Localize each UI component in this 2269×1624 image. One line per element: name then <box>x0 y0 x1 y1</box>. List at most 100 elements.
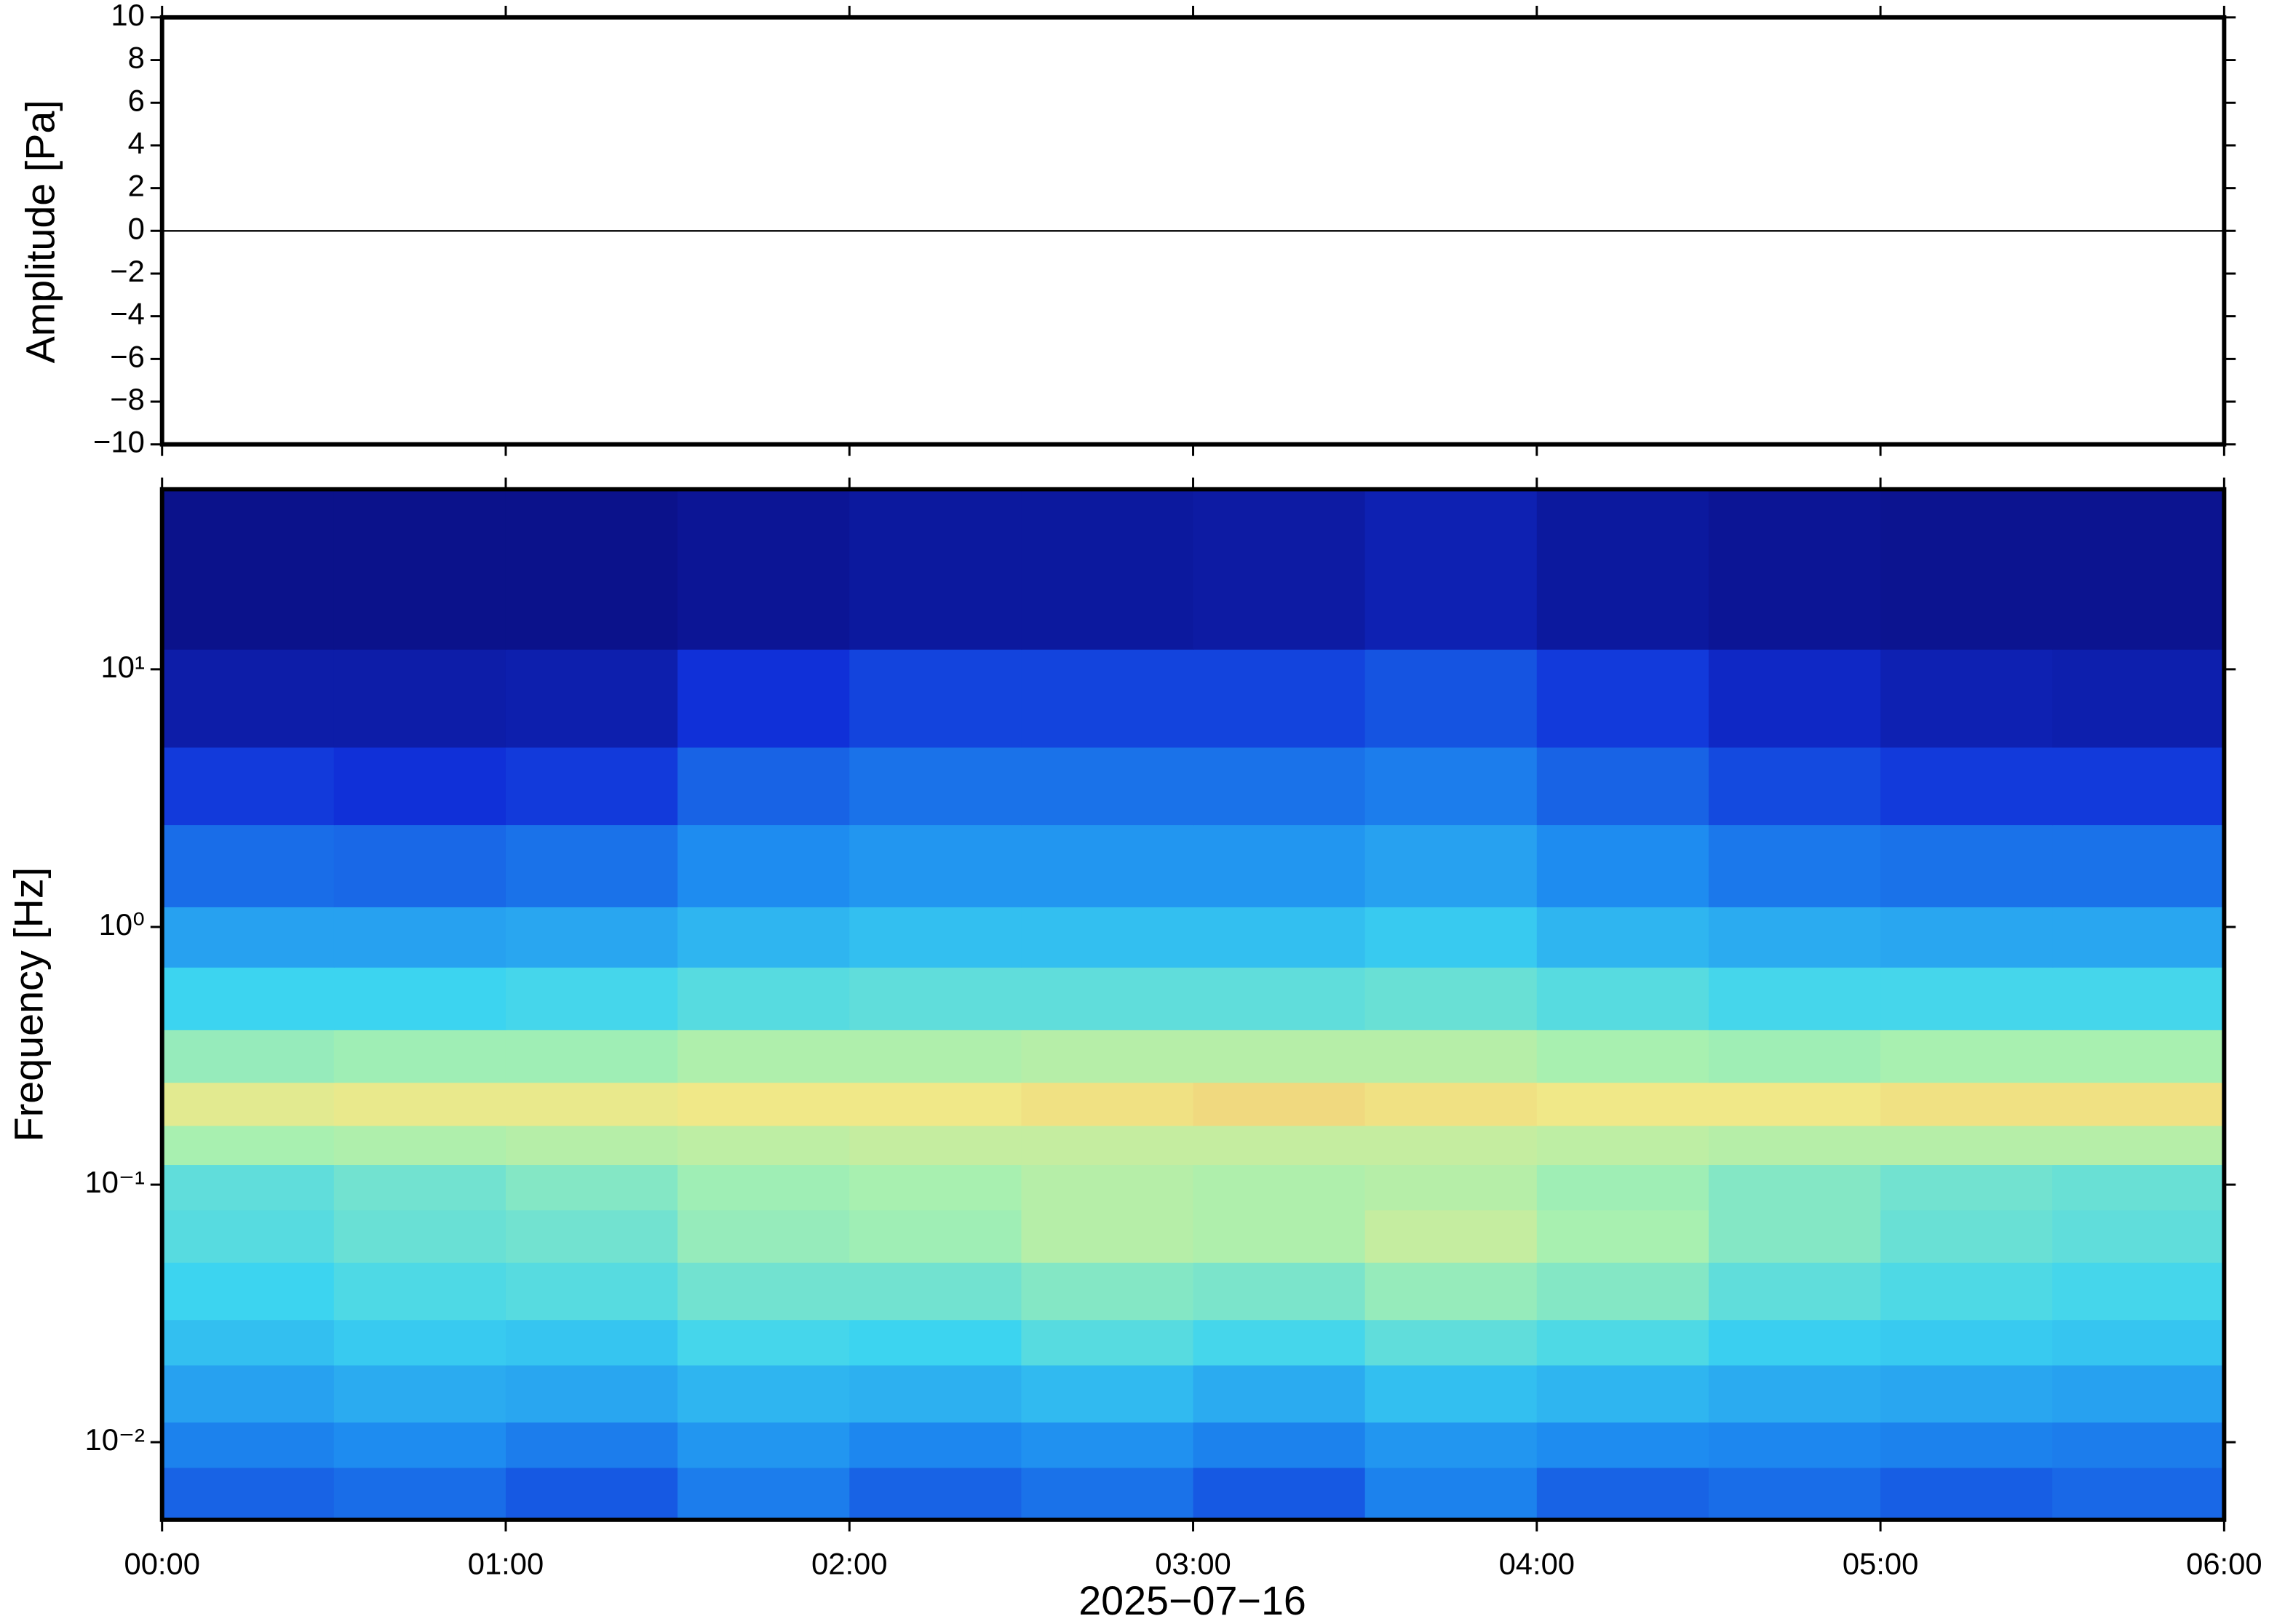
heatmap-cell <box>2052 1082 2225 1126</box>
heatmap-cell <box>1880 1319 2054 1366</box>
heatmap-cell <box>505 1029 679 1083</box>
heatmap-cell <box>677 648 851 748</box>
heatmap-cell <box>162 1082 335 1126</box>
heatmap-cell <box>1708 489 1882 650</box>
y-tick-label: 10⁻² <box>84 1422 144 1457</box>
heatmap-cell <box>1708 966 1882 1030</box>
heatmap-cell <box>505 824 679 907</box>
heatmap-cell <box>849 1422 1022 1468</box>
heatmap-cell <box>849 1029 1022 1083</box>
heatmap-cell <box>1536 1422 1709 1468</box>
heatmap-cell <box>677 1364 851 1423</box>
heatmap-cell <box>333 824 506 907</box>
heatmap-cell <box>1880 1364 2054 1423</box>
heatmap-cell <box>677 1467 851 1521</box>
heatmap-cell <box>1708 1082 1882 1126</box>
x-tick-label: 05:00 <box>1843 1546 1918 1580</box>
y-tick-label: 10⁻¹ <box>84 1165 144 1199</box>
heatmap-cell <box>333 1164 506 1211</box>
heatmap-cell <box>1021 966 1194 1030</box>
heatmap-cell <box>1193 1209 1366 1263</box>
heatmap-cell <box>1880 1209 2054 1263</box>
heatmap-cell <box>1880 824 2054 907</box>
heatmap-cell <box>1364 1125 1538 1166</box>
heatmap-cell <box>1021 1029 1194 1083</box>
heatmap-cell <box>1193 489 1366 650</box>
heatmap-cell <box>162 824 335 907</box>
heatmap-cell <box>677 1262 851 1321</box>
heatmap-cell <box>1708 1209 1882 1263</box>
heatmap-cell <box>333 1125 506 1166</box>
heatmap-cell <box>849 1467 1022 1521</box>
heatmap-cell <box>1364 1082 1538 1126</box>
heatmap-cell <box>505 1319 679 1366</box>
heatmap-cell <box>2052 966 2225 1030</box>
heatmap-cell <box>677 489 851 650</box>
heatmap-cell <box>1193 1467 1366 1521</box>
heatmap-cell <box>1193 1164 1366 1211</box>
heatmap-cell <box>1880 1164 2054 1211</box>
heatmap-cell <box>1880 1125 2054 1166</box>
heatmap-cell <box>1880 1422 2054 1468</box>
heatmap-cell <box>1708 1467 1882 1521</box>
heatmap-cell <box>1880 648 2054 748</box>
heatmap-cell <box>677 906 851 968</box>
heatmap-cell <box>162 1164 335 1211</box>
y-tick-label: 6 <box>128 83 145 117</box>
y-tick-label: 10¹ <box>101 650 145 684</box>
heatmap-cell <box>1880 1262 2054 1321</box>
heatmap-cell <box>1880 966 2054 1030</box>
heatmap-cell <box>162 1262 335 1321</box>
heatmap-cell <box>1880 1082 2054 1126</box>
heatmap-cell <box>333 1082 506 1126</box>
heatmap-cell <box>162 966 335 1030</box>
heatmap-cell <box>333 1364 506 1423</box>
heatmap-cell <box>333 489 506 650</box>
y-tick-label: −2 <box>110 254 145 288</box>
heatmap-cell <box>162 1364 335 1423</box>
heatmap-cell <box>677 747 851 826</box>
heatmap-cell <box>677 1209 851 1263</box>
y-tick-label: 10⁰ <box>99 907 145 942</box>
y-axis-label: Amplitude [Pa] <box>17 100 63 363</box>
heatmap-cell <box>849 824 1022 907</box>
heatmap-cell <box>849 1262 1022 1321</box>
heatmap-cell <box>1021 747 1194 826</box>
heatmap-cell <box>1536 824 1709 907</box>
heatmap-cell <box>1880 489 2054 650</box>
heatmap-cell <box>333 1029 506 1083</box>
heatmap-cell <box>162 906 335 968</box>
heatmap-cell <box>849 1364 1022 1423</box>
heatmap-cell <box>1364 1319 1538 1366</box>
heatmap-cell <box>1193 1319 1366 1366</box>
heatmap-cell <box>677 1319 851 1366</box>
heatmap-cell <box>1021 1422 1194 1468</box>
heatmap-cell <box>333 1422 506 1468</box>
heatmap-cell <box>505 747 679 826</box>
heatmap-cell <box>1021 1364 1194 1423</box>
heatmap-cell <box>1021 1164 1194 1211</box>
y-tick-label: 10 <box>111 0 144 32</box>
heatmap-cell <box>162 747 335 826</box>
heatmap-cell <box>1880 1467 2054 1521</box>
heatmap-cell <box>677 1125 851 1166</box>
heatmap-cell <box>677 824 851 907</box>
heatmap-cell <box>333 1209 506 1263</box>
x-tick-label: 03:00 <box>1155 1546 1231 1580</box>
heatmap-cell <box>1536 1164 1709 1211</box>
heatmap-cell <box>1708 1364 1882 1423</box>
heatmap-cell <box>333 966 506 1030</box>
heatmap-cell <box>162 1209 335 1263</box>
y-tick-label: −6 <box>110 339 145 373</box>
heatmap-cell <box>849 747 1022 826</box>
heatmap-cell <box>1193 648 1366 748</box>
heatmap-cell <box>677 1082 851 1126</box>
x-axis-label: 2025−07−16 <box>1078 1578 1306 1623</box>
heatmap-cell <box>505 1262 679 1321</box>
heatmap-cell <box>505 1209 679 1263</box>
heatmap-cell <box>677 966 851 1030</box>
heatmap-cell <box>333 747 506 826</box>
x-tick-label: 04:00 <box>1499 1546 1575 1580</box>
heatmap-cell <box>505 648 679 748</box>
